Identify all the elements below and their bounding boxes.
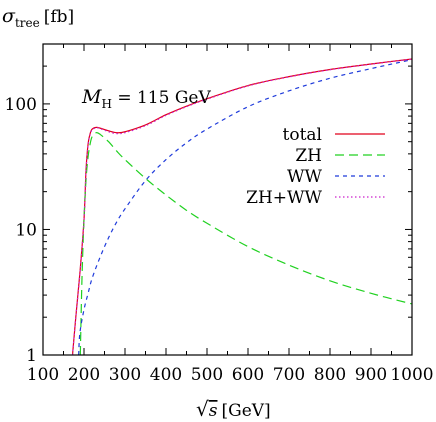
x-tick-label: 900 bbox=[355, 365, 387, 385]
higgs-mass-annotation: MH = 115 GeV bbox=[81, 86, 211, 111]
x-tick-label: 100 bbox=[27, 365, 59, 385]
x-tick-label: 400 bbox=[150, 365, 182, 385]
series-line-ww bbox=[78, 59, 412, 355]
data-layer bbox=[71, 58, 412, 355]
series-line-zh bbox=[79, 131, 412, 355]
y-axis-label-symbol: σ bbox=[2, 5, 16, 27]
x-tick-label: 1000 bbox=[390, 365, 433, 385]
annotation-subscript: H bbox=[101, 97, 111, 111]
x-axis-label-unit: [GeV] bbox=[221, 401, 270, 421]
x-tick-label: 300 bbox=[109, 365, 141, 385]
x-tick-label: 600 bbox=[232, 365, 264, 385]
y-axis-label-unit: [fb] bbox=[44, 7, 74, 27]
x-tick-label: 700 bbox=[273, 365, 305, 385]
ticks-layer bbox=[42, 43, 413, 356]
y-tick-label: 1 bbox=[26, 346, 37, 366]
legend-label-zh: ZH bbox=[295, 146, 322, 166]
legend-label-zh-ww: ZH+WW bbox=[246, 188, 322, 208]
x-axis-label: √s [GeV] bbox=[196, 397, 271, 421]
y-axis-label: σtree [fb] bbox=[2, 5, 74, 30]
tick-labels-layer: 100 200 300 400 500 600 700 800 900 1000 1 10 100 bbox=[5, 95, 434, 385]
y-tick-label: 10 bbox=[15, 220, 37, 240]
y-axis-label-subscript: tree bbox=[15, 16, 40, 30]
series-line-zh-ww bbox=[71, 58, 412, 355]
legend-label-total: total bbox=[283, 125, 322, 145]
legend-label-ww: WW bbox=[287, 167, 322, 187]
x-tick-label: 800 bbox=[314, 365, 346, 385]
annotation-rest: = 115 GeV bbox=[112, 88, 212, 108]
x-axis-label-sqrt: √ bbox=[196, 397, 209, 421]
x-tick-label: 200 bbox=[68, 365, 100, 385]
x-axis-label-variable: s bbox=[209, 401, 218, 421]
x-tick-label: 500 bbox=[191, 365, 223, 385]
annotation-symbol: M bbox=[81, 86, 102, 108]
y-tick-label: 100 bbox=[5, 95, 37, 115]
